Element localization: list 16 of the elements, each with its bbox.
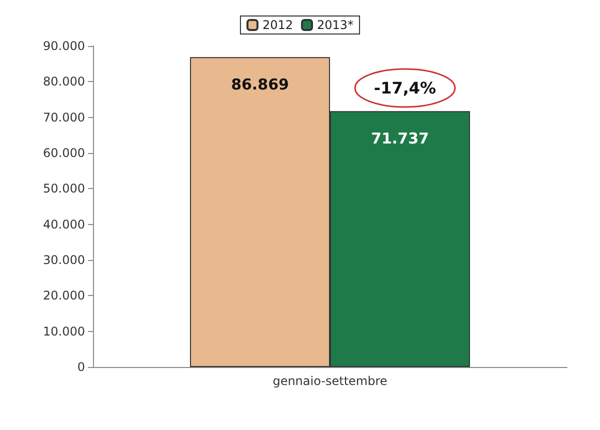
y-tick-label: 20.000 <box>43 288 85 303</box>
y-tick-label: 70.000 <box>43 110 85 124</box>
x-tick-label: gennaio-settembre <box>272 374 388 388</box>
y-tick-label: 80.000 <box>43 74 85 89</box>
y-tick-label: 90.000 <box>43 39 85 53</box>
legend-label: 2013* <box>317 18 354 32</box>
y-tick-label: 10.000 <box>43 324 85 338</box>
data-label: 71.737 <box>371 130 429 148</box>
legend-label: 2012 <box>262 18 294 32</box>
y-tick-label: 60.000 <box>43 146 85 160</box>
data-label: 86.869 <box>231 76 289 94</box>
y-tick-label: 50.000 <box>43 182 85 196</box>
y-tick-label: 30.000 <box>43 253 85 267</box>
y-tick-label: 40.000 <box>43 217 85 232</box>
y-tick-label: 0 <box>77 360 85 374</box>
annotation: -17,4% <box>374 78 436 98</box>
